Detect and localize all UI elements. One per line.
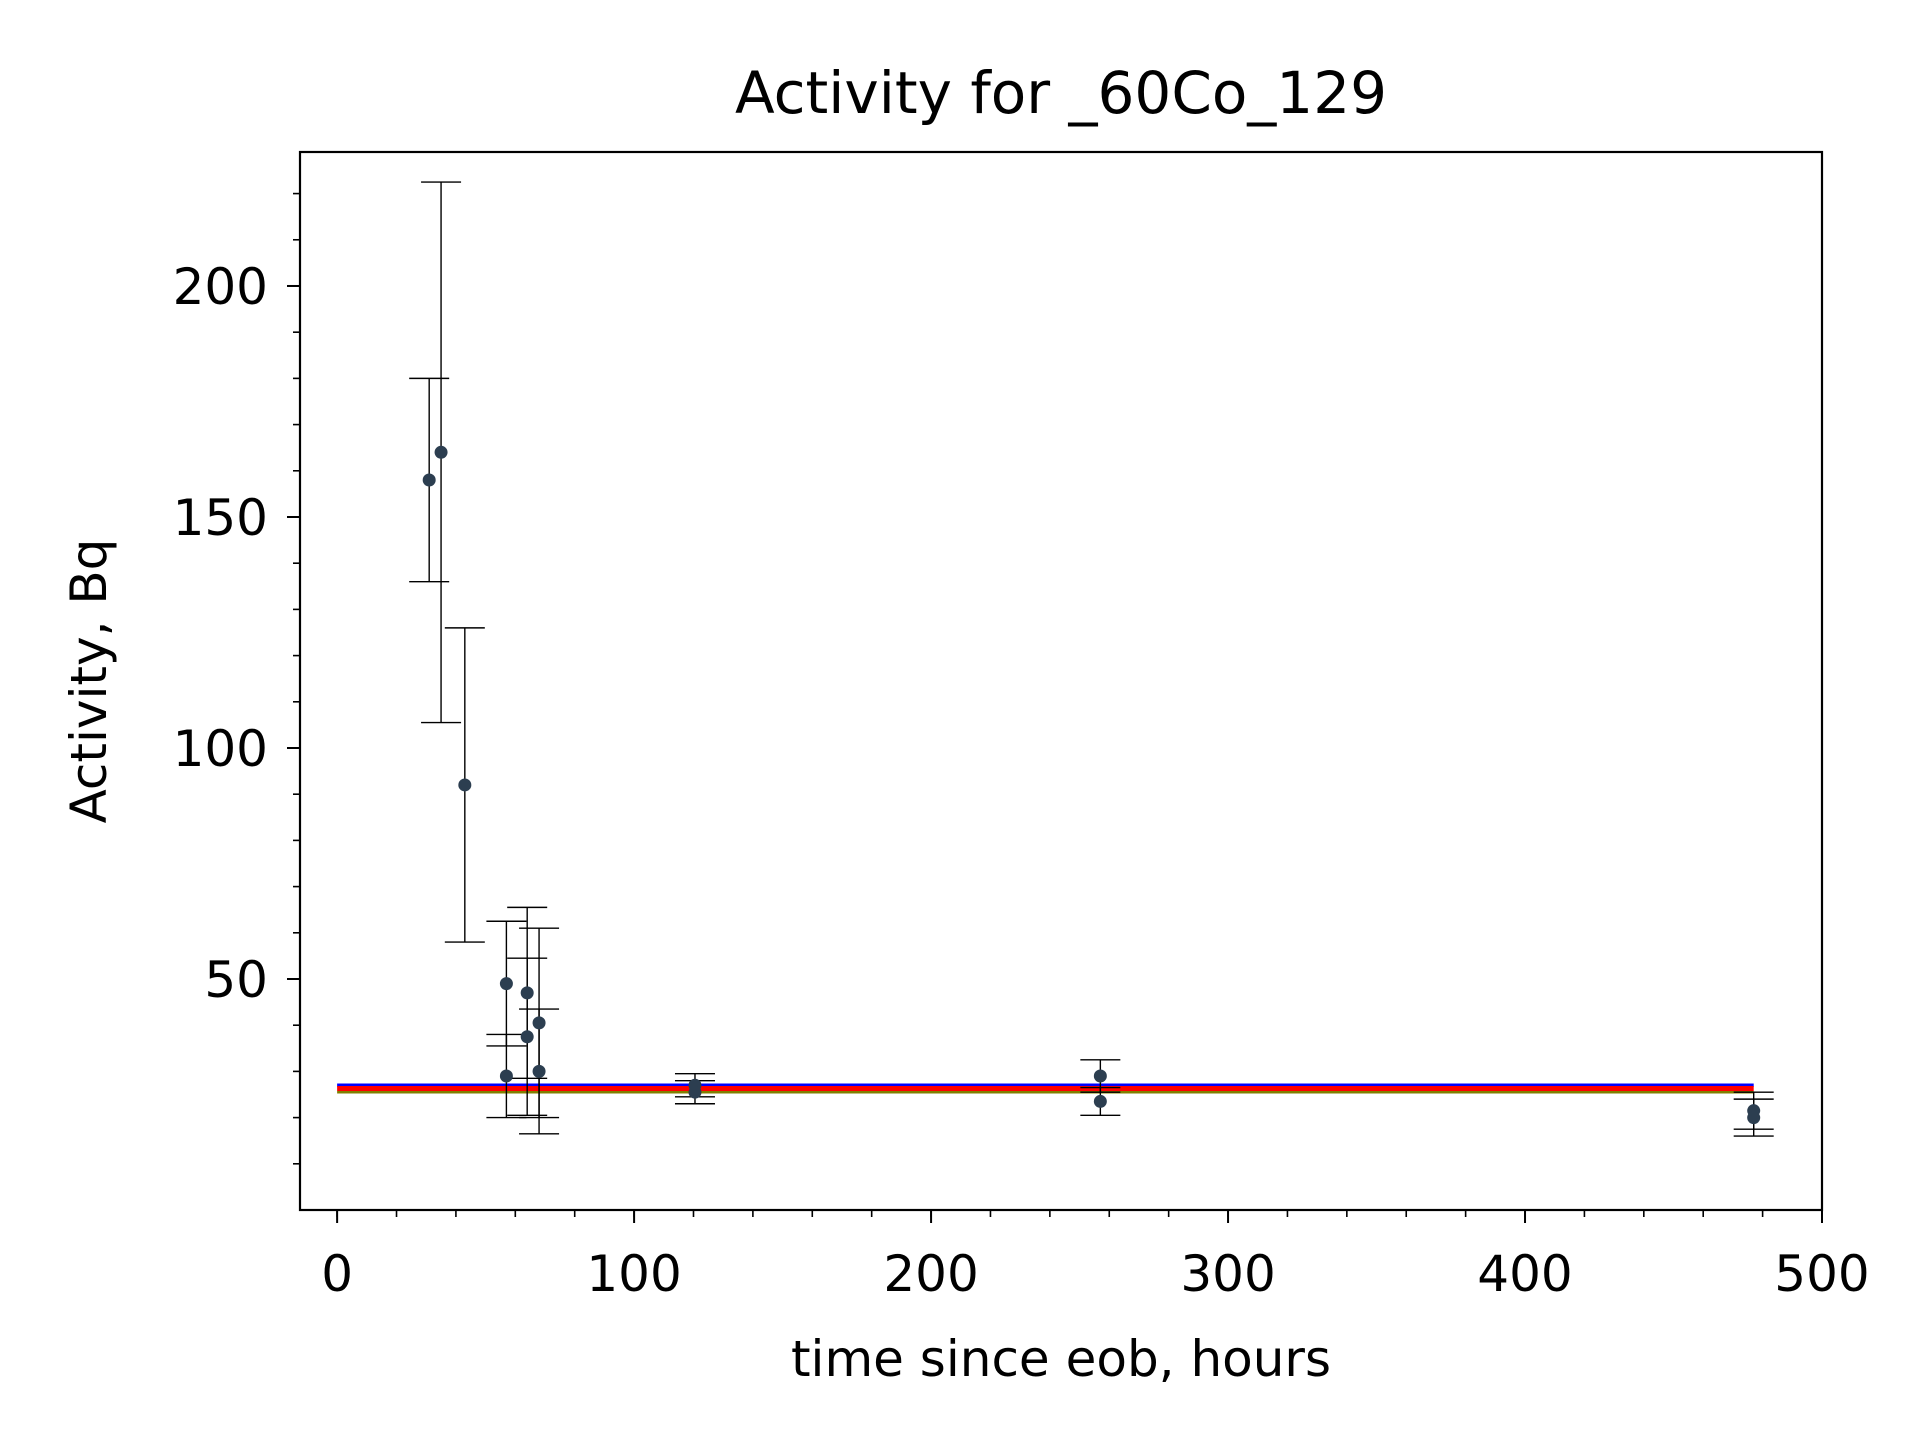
y-tick-label: 100 bbox=[173, 720, 268, 778]
x-axis-ticks: 0 100 200 300 400 500 bbox=[321, 1210, 1870, 1303]
data-point bbox=[520, 1030, 534, 1044]
x-axis-label: time since eob, hours bbox=[791, 1330, 1331, 1388]
x-tick-label: 400 bbox=[1477, 1245, 1572, 1303]
x-tick-label: 0 bbox=[321, 1245, 353, 1303]
data-point bbox=[688, 1085, 702, 1099]
data-point bbox=[434, 445, 448, 459]
data-point bbox=[1093, 1069, 1107, 1083]
data-point bbox=[422, 473, 436, 487]
data-point bbox=[532, 1016, 546, 1030]
y-axis-label: Activity, Bq bbox=[60, 539, 118, 824]
chart-title: Activity for _60Co_129 bbox=[735, 59, 1387, 127]
data-point bbox=[1093, 1094, 1107, 1108]
data-point bbox=[458, 778, 472, 792]
plot-area: 0 100 200 300 400 500 50 100 150 200 bbox=[173, 150, 1870, 1303]
data-point bbox=[520, 986, 534, 1000]
x-tick-label: 300 bbox=[1180, 1245, 1275, 1303]
x-tick-label: 200 bbox=[883, 1245, 978, 1303]
error-bars bbox=[409, 181, 1774, 1137]
plot-frame bbox=[298, 150, 1824, 1212]
x-tick-label: 500 bbox=[1774, 1245, 1869, 1303]
data-point bbox=[499, 977, 513, 991]
data-point bbox=[1747, 1111, 1761, 1125]
data-point bbox=[532, 1064, 546, 1078]
y-tick-label: 50 bbox=[204, 951, 268, 1009]
y-tick-label: 150 bbox=[173, 489, 268, 547]
data-point bbox=[499, 1069, 513, 1083]
y-axis-ticks: 50 100 150 200 bbox=[173, 192, 300, 1165]
fit-lines bbox=[337, 1083, 1754, 1094]
x-tick-label: 100 bbox=[586, 1245, 681, 1303]
y-tick-label: 200 bbox=[173, 258, 268, 316]
data-markers bbox=[422, 445, 1761, 1125]
